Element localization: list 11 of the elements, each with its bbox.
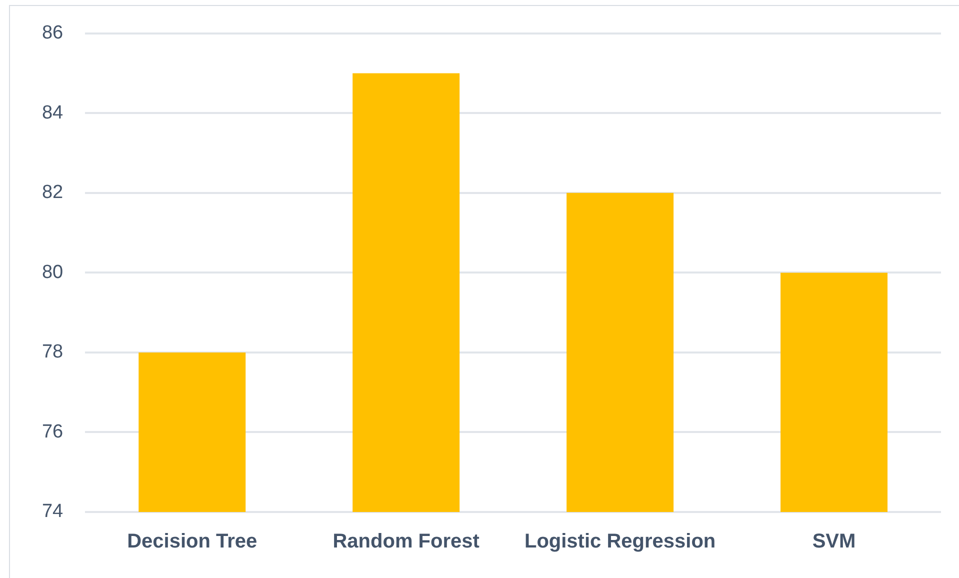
y-tick-label: 82 [42,182,64,204]
x-tick-label: Logistic Regression [524,530,716,553]
y-tick-label: 76 [42,421,64,442]
x-tick-label: Decision Tree [127,530,258,553]
x-tick-label: Random Forest [332,530,480,553]
y-tick-label: 74 [42,501,64,522]
y-tick-label: 78 [42,342,64,363]
x-tick-label: SVM [812,530,856,553]
y-tick-label: 80 [42,262,64,283]
y-tick-label: 84 [42,102,64,124]
y-tick-label: 86 [42,22,64,44]
